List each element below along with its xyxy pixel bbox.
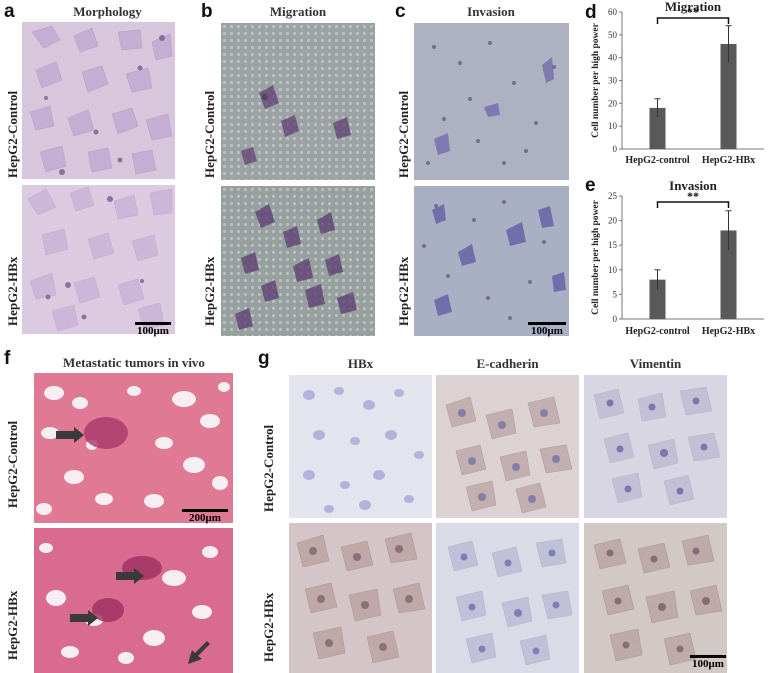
row-label-b-control: HepG2-Control bbox=[202, 90, 217, 178]
chart-e-significance-label: ** bbox=[687, 189, 699, 203]
panel-label-c: c bbox=[395, 1, 406, 22]
micrograph-a-hbx bbox=[22, 185, 175, 334]
ihc-hbx-hbx bbox=[289, 523, 432, 673]
he-section-hbx bbox=[34, 528, 233, 673]
panel-label-f: f bbox=[4, 348, 11, 369]
row-label-b-hbx: HepG2-HBx bbox=[202, 256, 217, 326]
micrograph-b-hbx bbox=[221, 186, 375, 336]
panel-title-morphology: Morphology bbox=[73, 4, 142, 19]
row-label-g-control: HepG2-Control bbox=[261, 424, 276, 512]
chart-e-tick-label: 5 bbox=[613, 289, 618, 299]
chart-migration: d Migration Cell number per high power 0 10 2… bbox=[585, 0, 764, 166]
micrograph-a-control bbox=[22, 22, 175, 179]
scale-bar-a: 100μm bbox=[135, 322, 171, 337]
micrograph-b-control bbox=[221, 23, 375, 180]
micrograph-c-hbx bbox=[414, 186, 569, 336]
row-label-g-hbx: HepG2-HBx bbox=[261, 592, 276, 662]
chart-d-tick-label: 50 bbox=[608, 30, 618, 40]
chart-d-tick-label: 60 bbox=[608, 7, 618, 17]
chart-e-ylabel: Cell number per high power bbox=[591, 199, 601, 314]
chart-e-tick-label: 0 bbox=[613, 314, 618, 324]
chart-d-significance-label: ** bbox=[687, 5, 699, 19]
ihc-ecadherin-control bbox=[436, 375, 579, 518]
scale-bar-g: 100μm bbox=[690, 655, 726, 670]
panel-label-a: a bbox=[4, 1, 15, 22]
ihc-ecadherin-hbx bbox=[436, 523, 579, 673]
row-label-a-hbx: HepG2-HBx bbox=[5, 256, 20, 326]
chart-d-tick-label: 20 bbox=[608, 98, 618, 108]
row-label-f-control: HepG2-Control bbox=[5, 420, 20, 508]
chart-invasion: e Invasion Cell number per high power 0 5 10 1… bbox=[585, 175, 764, 337]
ihc-vimentin-hbx bbox=[584, 523, 727, 673]
column-title-ecadherin: E-cadherin bbox=[476, 356, 539, 371]
chart-d-bar-1 bbox=[720, 43, 737, 149]
panel-label-d: d bbox=[585, 2, 597, 23]
row-label-a-control: HepG2-Control bbox=[5, 90, 20, 178]
chart-d-tick-label: 40 bbox=[608, 53, 618, 63]
chart-e-bar-1 bbox=[720, 230, 737, 319]
chart-e-tick-label: 15 bbox=[608, 240, 618, 250]
panel-label-g: g bbox=[258, 348, 270, 369]
column-title-hbx: HBx bbox=[347, 356, 374, 371]
row-label-f-hbx: HepG2-HBx bbox=[5, 590, 20, 660]
scale-bar-c: 100μm bbox=[528, 322, 566, 337]
ihc-hbx-control bbox=[289, 375, 432, 518]
chart-d-title: Migration bbox=[665, 0, 722, 14]
chart-d-ylabel: Cell number per high power bbox=[591, 22, 601, 137]
chart-d-category-label-0: HepG2-control bbox=[625, 155, 689, 166]
panel-label-b: b bbox=[201, 1, 213, 22]
row-label-c-hbx: HepG2-HBx bbox=[396, 256, 411, 326]
chart-e-title: Invasion bbox=[669, 178, 717, 193]
chart-e-category-label-1: HepG2-HBx bbox=[702, 326, 755, 337]
micrograph-c-control bbox=[414, 23, 569, 180]
chart-e-bar-0 bbox=[649, 279, 666, 319]
he-section-control bbox=[34, 373, 233, 523]
chart-d-bar-0 bbox=[649, 107, 666, 149]
scale-bar-f: 200μm bbox=[182, 509, 228, 524]
row-label-c-control: HepG2-Control bbox=[396, 90, 411, 178]
panel-title-invasion: Invasion bbox=[467, 4, 515, 19]
chart-d-tick-label: 10 bbox=[608, 121, 618, 131]
chart-d-tick-label: 30 bbox=[608, 76, 618, 86]
chart-e-category-label-0: HepG2-control bbox=[625, 326, 689, 337]
chart-d-category-label-1: HepG2-HBx bbox=[702, 155, 755, 166]
panel-title-migration: Migration bbox=[269, 4, 327, 19]
chart-d-tick-label: 0 bbox=[613, 144, 618, 154]
panel-label-e: e bbox=[585, 175, 596, 196]
chart-e-significance-bracket bbox=[656, 201, 730, 208]
panel-title-metastatic: Metastatic tumors in vivo bbox=[63, 355, 205, 370]
ihc-vimentin-control bbox=[584, 375, 727, 518]
column-title-vimentin: Vimentin bbox=[629, 356, 682, 371]
chart-e-tick-label: 25 bbox=[608, 191, 618, 201]
chart-e-tick-label: 10 bbox=[608, 265, 618, 275]
chart-d-significance-bracket bbox=[656, 17, 730, 24]
chart-e-tick-label: 20 bbox=[608, 216, 618, 226]
